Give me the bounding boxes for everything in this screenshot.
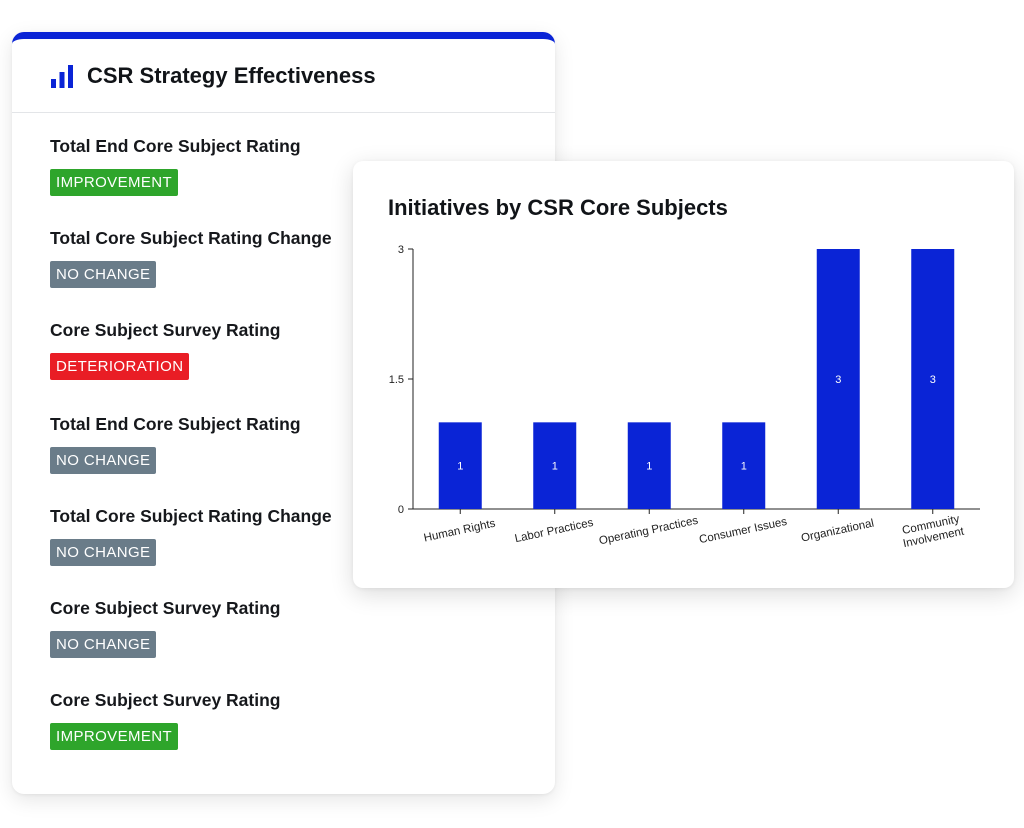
status-badge: DETERIORATION (50, 353, 190, 380)
metric-item: Core Subject Survey Rating IMPROVEMENT (50, 689, 555, 781)
y-tick-label: 3 (398, 244, 404, 256)
status-badge: NO CHANGE (50, 261, 157, 288)
card-header: CSR Strategy Effectiveness (12, 39, 555, 113)
data-label: 3 (835, 374, 841, 386)
metric-item: Core Subject Survey Rating NO CHANGE (50, 597, 555, 689)
bar-chart-icon (51, 64, 73, 88)
chart-title: Initiatives by CSR Core Subjects (388, 195, 728, 220)
metric-label: Core Subject Survey Rating (50, 320, 281, 340)
metric-label: Total End Core Subject Rating (50, 136, 301, 156)
x-tick-label: Organizational (800, 517, 875, 544)
initiatives-chart-card: Initiatives by CSR Core Subjects 0 1.5 3 1 H… (353, 161, 1014, 588)
status-badge: NO CHANGE (50, 447, 157, 474)
metric-label: Total End Core Subject Rating (50, 414, 301, 434)
x-tick-label: Labor Practices (514, 517, 595, 545)
metric-label: Total Core Subject Rating Change (50, 506, 332, 526)
metric-label: Core Subject Survey Rating (50, 598, 281, 618)
x-tick-label: Consumer Issues (698, 516, 788, 546)
bar (438, 422, 482, 509)
metric-list: Total End Core Subject Rating IMPROVEMEN… (12, 113, 555, 781)
data-label: 3 (930, 374, 936, 386)
data-label: 1 (741, 461, 747, 473)
bar (911, 249, 955, 509)
data-label: 1 (646, 461, 652, 473)
metric-item: Total Core Subject Rating Change NO CHAN… (50, 505, 555, 597)
status-badge: IMPROVEMENT (50, 169, 179, 196)
x-tick-label-line: Consumer Issues (698, 516, 788, 546)
bar (533, 422, 577, 509)
metric-label: Total Core Subject Rating Change (50, 228, 332, 248)
x-tick-label-line: Organizational (800, 517, 875, 544)
bar (816, 249, 860, 509)
x-tick-label-line: Operating Practices (598, 515, 700, 548)
metric-item: Core Subject Survey Rating DETERIORATION (50, 319, 555, 413)
card-title: CSR Strategy Effectiveness (87, 62, 376, 88)
metric-item: Total Core Subject Rating Change NO CHAN… (50, 227, 555, 319)
bar (722, 422, 766, 509)
status-badge: IMPROVEMENT (50, 723, 179, 750)
data-label: 1 (457, 461, 463, 473)
metric-item: Total End Core Subject Rating IMPROVEMEN… (50, 135, 555, 227)
y-tick-label: 1.5 (389, 374, 404, 386)
status-badge: NO CHANGE (50, 539, 157, 566)
x-tick-label-line: Human Rights (423, 518, 497, 545)
x-tick-label: CommunityInvolvement (899, 513, 966, 551)
initiatives-bar-chart: 0 1.5 3 1 Human Rights 1 Labor Practices 1 Opera… (389, 244, 980, 551)
status-badge: NO CHANGE (50, 631, 157, 658)
bar (627, 422, 671, 509)
x-tick-label-line: Labor Practices (514, 517, 595, 545)
y-tick-label: 0 (398, 504, 404, 516)
metric-label: Core Subject Survey Rating (50, 690, 281, 710)
x-tick-label: Operating Practices (598, 515, 700, 548)
data-label: 1 (552, 461, 558, 473)
metric-item: Total End Core Subject Rating NO CHANGE (50, 413, 555, 505)
x-tick-label: Human Rights (423, 518, 497, 545)
